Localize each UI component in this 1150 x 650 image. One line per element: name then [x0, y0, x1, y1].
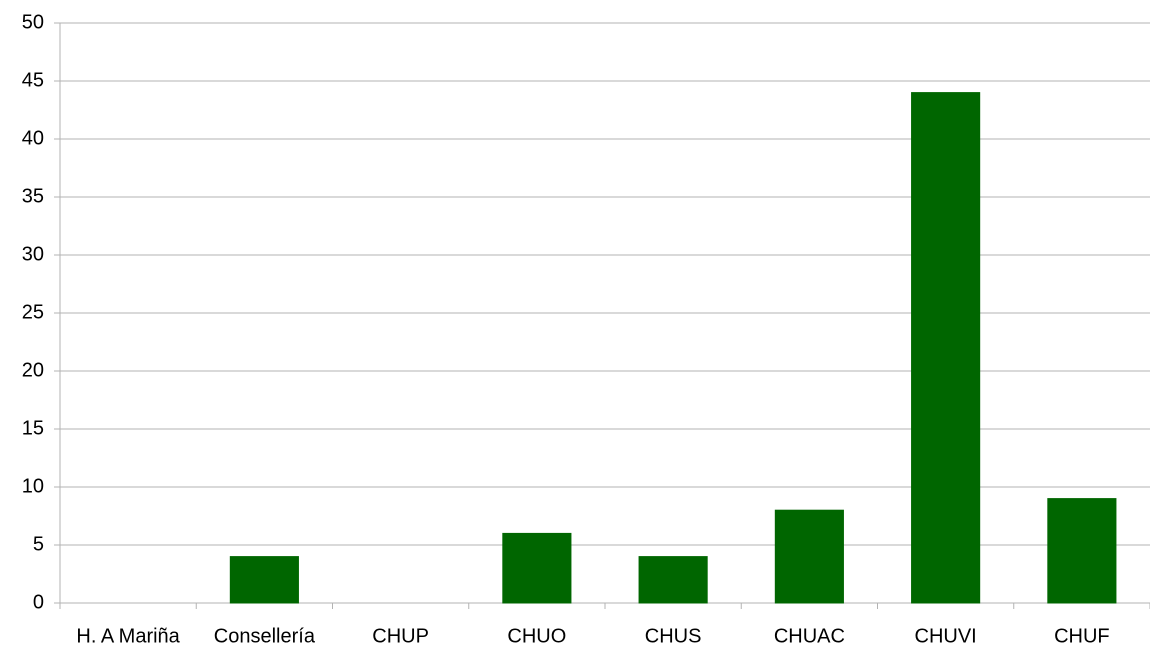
y-tick-label: 15 [22, 417, 44, 439]
bar [774, 509, 844, 604]
bar [229, 556, 299, 604]
y-tick-label: 5 [33, 533, 44, 555]
x-tick-label: CHUS [645, 625, 702, 647]
y-tick-label: 40 [22, 127, 44, 149]
y-tick-label: 20 [22, 359, 44, 381]
x-tick-label: CHUO [507, 625, 566, 647]
bar [911, 92, 981, 604]
bar [502, 532, 572, 604]
bar [638, 556, 708, 604]
y-tick-label: 0 [33, 591, 44, 613]
y-tick-label: 45 [22, 69, 44, 91]
x-tick-label: H. A Mariña [76, 625, 180, 647]
y-tick-label: 35 [22, 185, 44, 207]
y-tick-label: 50 [22, 11, 44, 33]
y-tick-label: 10 [22, 475, 44, 497]
x-tick-label: CHUVI [915, 625, 977, 647]
y-tick-label: 30 [22, 243, 44, 265]
y-tick-label: 25 [22, 301, 44, 323]
x-tick-label: CHUAC [774, 625, 845, 647]
bar [1047, 498, 1117, 604]
x-tick-label: CHUP [372, 625, 429, 647]
x-tick-label: Consellería [214, 625, 316, 647]
x-tick-label: CHUF [1054, 625, 1110, 647]
